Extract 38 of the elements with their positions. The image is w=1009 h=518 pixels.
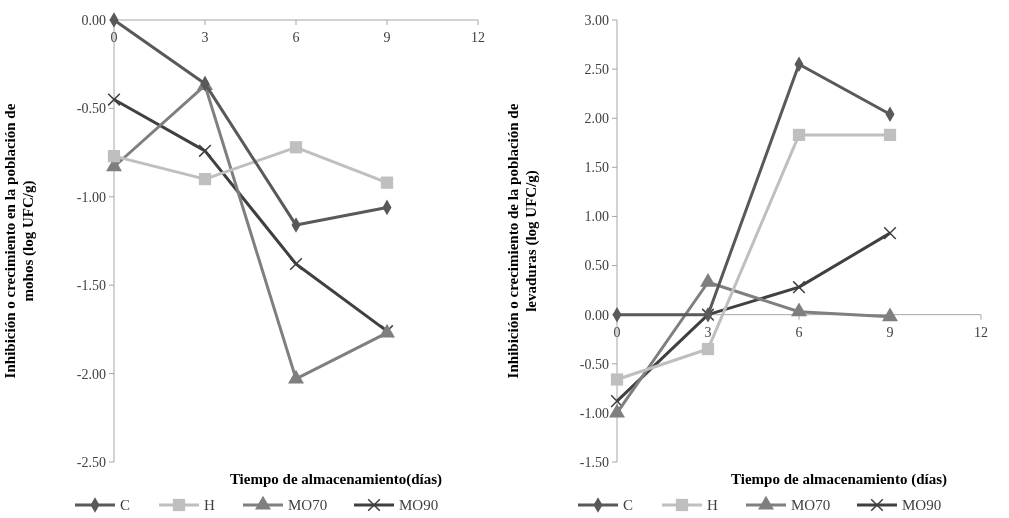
x-tick-label: 6 bbox=[292, 30, 300, 45]
x-axis-title: Tiempo de almacenamiento(días) bbox=[229, 471, 443, 488]
x-tick-label: 6 bbox=[795, 324, 803, 340]
x-tick-label: 3 bbox=[704, 324, 712, 340]
y-axis-title: Inhibición o crecimiento de la población de levaduras (log UFC/g) bbox=[505, 103, 540, 379]
legend-label: C bbox=[120, 497, 131, 514]
legend-label: H bbox=[204, 497, 215, 514]
y-tick-label: -2.00 bbox=[76, 366, 106, 382]
legend-label: H bbox=[707, 497, 718, 514]
y-tick-label: -1.00 bbox=[76, 189, 106, 205]
x-tick-label: 9 bbox=[886, 324, 894, 340]
x-axis-title: Tiempo de almacenamiento (días) bbox=[731, 471, 947, 488]
y-tick-label: 2.00 bbox=[584, 111, 609, 127]
x-tick-label: 9 bbox=[383, 30, 391, 45]
y-tick-label: -1.00 bbox=[579, 405, 609, 421]
x-tick-label: 0 bbox=[613, 324, 621, 340]
legend-label: MO90 bbox=[902, 497, 942, 514]
y-tick-label: -2.50 bbox=[76, 454, 106, 470]
x-tick-label: 12 bbox=[471, 30, 485, 45]
x-tick-label: 0 bbox=[110, 30, 118, 45]
y-tick-label: 0.00 bbox=[81, 12, 106, 28]
y-tick-label: -1.50 bbox=[579, 454, 609, 470]
legend-label: MO90 bbox=[399, 497, 439, 514]
legend-label: MO70 bbox=[288, 497, 328, 514]
y-tick-label: 3.00 bbox=[584, 12, 609, 28]
y-tick-label: 1.50 bbox=[584, 160, 609, 176]
legend-label: MO70 bbox=[791, 497, 831, 514]
y-tick-label: 0.00 bbox=[584, 307, 609, 323]
y-axis-title: Inhibición o crecimiento en la población de mohos (log UFC/g) bbox=[2, 103, 37, 379]
y-tick-label: 2.50 bbox=[584, 62, 609, 78]
legend-label: C bbox=[623, 497, 634, 514]
y-tick-label: -0.50 bbox=[579, 356, 609, 372]
x-tick-label: 3 bbox=[201, 30, 209, 45]
x-tick-label: 12 bbox=[974, 324, 988, 340]
y-tick-label: 0.50 bbox=[584, 258, 609, 274]
y-tick-label: -1.50 bbox=[76, 278, 106, 294]
y-tick-label: -0.50 bbox=[76, 101, 106, 117]
y-tick-label: 1.00 bbox=[584, 209, 609, 225]
